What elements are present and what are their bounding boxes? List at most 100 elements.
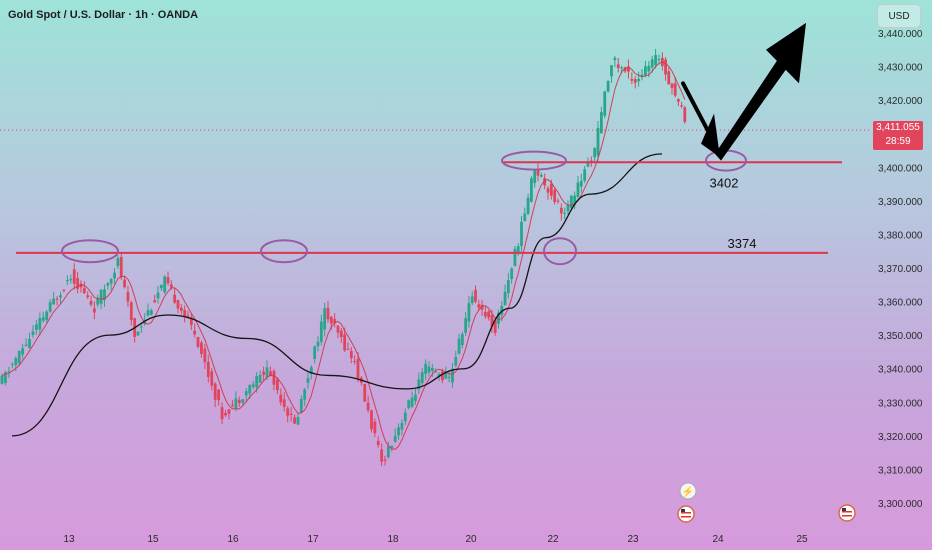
y-axis-tick-label: 3,330.000	[878, 398, 923, 409]
candle-body	[186, 315, 190, 317]
candle-body	[7, 371, 11, 373]
candle-body	[454, 357, 458, 366]
candle-body	[106, 283, 110, 286]
candle-body	[633, 79, 637, 83]
highlight-ellipse[interactable]	[501, 150, 567, 171]
y-axis-tick-label: 3,350.000	[878, 331, 923, 342]
candle-body	[193, 330, 197, 335]
y-axis-tick-label: 3,370.000	[878, 264, 923, 275]
candle-body	[477, 304, 481, 308]
candle-body	[339, 330, 343, 338]
candle-body	[523, 213, 527, 222]
candle-body	[654, 55, 657, 66]
candle-body	[539, 175, 543, 177]
candle-body	[183, 310, 187, 318]
flag-stripe	[681, 516, 691, 518]
candle-body	[289, 413, 293, 415]
candle-body	[427, 366, 431, 373]
candle-body	[493, 320, 497, 333]
candle-body	[414, 394, 417, 401]
candle-body	[248, 385, 252, 394]
candle-body	[59, 295, 62, 298]
candle-body	[451, 368, 454, 383]
x-axis-tick-label: 13	[63, 534, 75, 545]
candle-body	[373, 421, 377, 434]
candle-body	[210, 371, 214, 386]
candle-body	[169, 284, 173, 288]
candle-body	[282, 399, 286, 407]
candle-body	[579, 180, 583, 187]
candle-body	[424, 363, 428, 374]
candle-body	[303, 389, 307, 400]
currency-button[interactable]: USD	[877, 4, 921, 28]
candle-body	[680, 105, 683, 107]
candle-body	[179, 307, 183, 311]
candle-body	[573, 195, 577, 205]
candle-body	[586, 162, 590, 167]
candle-body	[513, 248, 517, 266]
candle-body	[664, 59, 667, 75]
candle-body	[637, 78, 641, 82]
candle-body	[306, 377, 310, 383]
candle-body	[460, 334, 464, 345]
candle-body	[533, 170, 537, 183]
candle-body	[676, 99, 680, 102]
up-arrow-shaft[interactable]	[715, 53, 788, 161]
x-axis-tick-label: 20	[465, 534, 477, 545]
candle-body	[420, 372, 424, 384]
candle-body	[113, 272, 116, 279]
candle-body	[526, 197, 530, 214]
candle-body	[516, 246, 520, 254]
highlight-ellipse[interactable]	[543, 237, 577, 266]
candle-body	[275, 379, 279, 391]
candle-body	[667, 71, 671, 85]
candle-body	[323, 308, 327, 330]
candle-body	[213, 383, 217, 400]
candle-body	[10, 364, 14, 366]
flag-stripe	[681, 512, 691, 514]
down-arrow-head[interactable]	[701, 113, 720, 158]
candle-body	[393, 435, 397, 443]
candle-body	[4, 372, 7, 384]
chart-title: Gold Spot / U.S. Dollar · 1h · OANDA	[8, 9, 199, 21]
y-axis-tick-label: 3,300.000	[878, 499, 923, 510]
candle-body	[79, 283, 83, 288]
candle-body	[487, 311, 491, 318]
highlight-ellipse[interactable]	[61, 239, 119, 264]
candle-body	[647, 65, 651, 72]
candle-body	[206, 361, 210, 377]
candle-body	[464, 318, 468, 333]
candle-body	[503, 291, 507, 306]
candle-body	[163, 276, 167, 293]
candle-body	[35, 324, 38, 330]
candle-body	[441, 371, 444, 381]
flag-stripe	[842, 515, 852, 517]
candle-body	[343, 334, 347, 351]
y-axis-tick-label: 3,400.000	[878, 163, 923, 174]
candle-body	[269, 371, 272, 376]
candle-body	[316, 341, 320, 347]
candle-body	[606, 80, 610, 92]
candle-body	[407, 400, 411, 409]
us-flag-event-icon[interactable]	[838, 504, 856, 522]
y-axis-tick-label: 3,420.000	[878, 96, 923, 107]
up-arrow-head[interactable]	[766, 22, 806, 84]
candle-body	[136, 331, 140, 336]
candle-body	[670, 83, 674, 88]
candle-body	[500, 305, 504, 315]
highlight-ellipse[interactable]	[705, 149, 747, 172]
candle-body	[366, 402, 370, 411]
fast-moving-average-line	[1, 61, 686, 450]
candle-body	[569, 195, 573, 209]
candle-body	[45, 311, 49, 321]
highlight-ellipse[interactable]	[260, 239, 308, 264]
candle-body	[546, 188, 550, 193]
us-flag-event-icon[interactable]	[677, 505, 695, 523]
candle-body	[506, 279, 510, 294]
candle-body	[241, 399, 245, 403]
candle-body	[309, 367, 313, 374]
candle-body	[673, 83, 677, 96]
lightning-event-icon[interactable]	[679, 482, 697, 500]
